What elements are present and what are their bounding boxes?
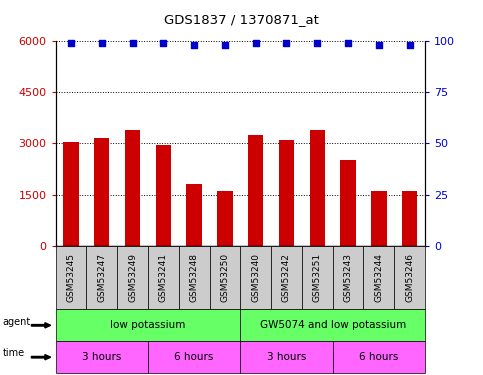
Text: GSM53245: GSM53245 — [67, 253, 75, 302]
Bar — [125, 130, 140, 246]
Bar — [248, 135, 263, 246]
Bar — [217, 191, 233, 246]
Text: GSM53248: GSM53248 — [190, 253, 199, 302]
Point — [67, 40, 75, 46]
Point — [128, 40, 136, 46]
Text: GW5074 and low potassium: GW5074 and low potassium — [259, 320, 406, 330]
Text: low potassium: low potassium — [110, 320, 185, 330]
Point — [313, 40, 321, 46]
Text: agent: agent — [2, 316, 30, 327]
Text: time: time — [2, 348, 25, 358]
Bar — [402, 191, 417, 246]
Text: GSM53249: GSM53249 — [128, 253, 137, 302]
Point — [190, 42, 198, 48]
Text: GSM53251: GSM53251 — [313, 253, 322, 302]
Text: 3 hours: 3 hours — [82, 352, 121, 362]
Point — [252, 40, 259, 46]
Text: 6 hours: 6 hours — [174, 352, 214, 362]
Point — [221, 42, 229, 48]
Point — [283, 40, 290, 46]
Bar — [186, 184, 202, 246]
Point — [98, 40, 106, 46]
Text: GSM53240: GSM53240 — [251, 253, 260, 302]
Point — [375, 42, 383, 48]
Bar — [63, 142, 79, 246]
Bar — [279, 140, 294, 246]
Text: GSM53247: GSM53247 — [97, 253, 106, 302]
Bar — [94, 138, 110, 246]
Point — [159, 40, 167, 46]
Text: GSM53241: GSM53241 — [159, 253, 168, 302]
Bar — [310, 130, 325, 246]
Text: GSM53243: GSM53243 — [343, 253, 353, 302]
Bar — [371, 191, 386, 246]
Text: GSM53250: GSM53250 — [220, 253, 229, 302]
Text: GSM53244: GSM53244 — [374, 253, 384, 302]
Text: 3 hours: 3 hours — [267, 352, 306, 362]
Bar — [156, 145, 171, 246]
Text: 6 hours: 6 hours — [359, 352, 398, 362]
Point — [344, 40, 352, 46]
Text: GSM53242: GSM53242 — [282, 253, 291, 302]
Text: GSM53246: GSM53246 — [405, 253, 414, 302]
Point — [406, 42, 413, 48]
Bar — [341, 160, 356, 246]
Text: GDS1837 / 1370871_at: GDS1837 / 1370871_at — [164, 13, 319, 26]
